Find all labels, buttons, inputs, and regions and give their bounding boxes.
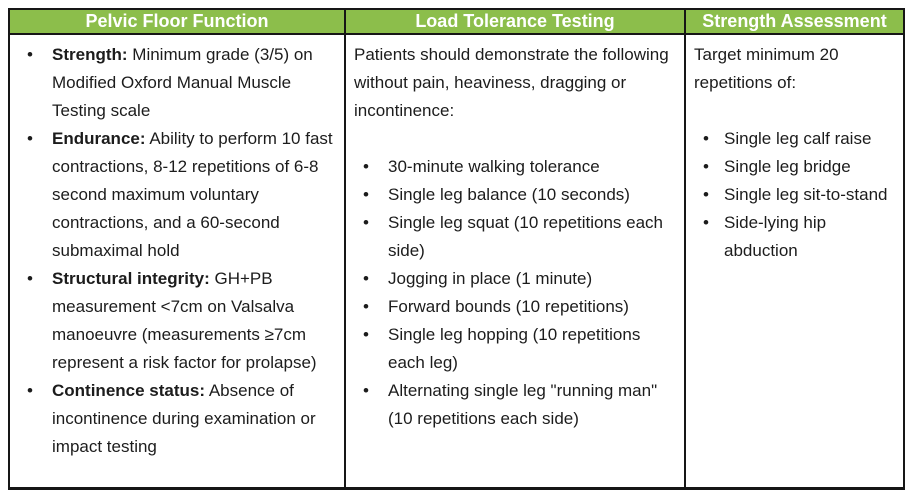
list-item: Jogging in place (1 minute)	[354, 265, 676, 293]
criterion-text: Ability to perform 10 fast contractions,…	[52, 129, 333, 260]
list-item: Single leg bridge	[694, 153, 895, 181]
list-item: Strength: Minimum grade (3/5) on Modifie…	[18, 41, 336, 125]
list-item: Single leg sit-to-stand	[694, 181, 895, 209]
load-tolerance-list: 30-minute walking tolerance Single leg b…	[354, 153, 676, 433]
list-item: Side-lying hip abduction	[694, 209, 895, 265]
criterion-text: Minimum grade (3/5) on Modified Oxford M…	[52, 45, 313, 120]
list-item: Single leg hopping (10 repetitions each …	[354, 321, 676, 377]
criterion-text: GH+PB measurement <7cm on Valsalva manoe…	[52, 269, 317, 372]
load-tolerance-testing-cell: Patients should demonstrate the followin…	[346, 35, 686, 487]
strength-assessment-intro: Target minimum 20 repetitions of:	[694, 45, 839, 92]
list-item: Endurance: Ability to perform 10 fast co…	[18, 125, 336, 265]
criterion-label: Endurance:	[52, 129, 146, 148]
pelvic-floor-function-cell: Strength: Minimum grade (3/5) on Modifie…	[10, 35, 346, 487]
column-header-pelvic-floor-function: Pelvic Floor Function	[10, 10, 346, 35]
column-header-load-tolerance-testing: Load Tolerance Testing	[346, 10, 686, 35]
column-header-strength-assessment: Strength Assessment	[686, 10, 903, 35]
list-item: Alternating single leg "running man" (10…	[354, 377, 676, 433]
list-item: Forward bounds (10 repetitions)	[354, 293, 676, 321]
strength-assessment-list: Single leg calf raise Single leg bridge …	[694, 125, 895, 265]
list-item: Continence status: Absence of incontinen…	[18, 377, 336, 461]
list-item: Single leg calf raise	[694, 125, 895, 153]
list-item: Single leg squat (10 repetitions each si…	[354, 209, 676, 265]
criterion-label: Continence status:	[52, 381, 206, 400]
load-tolerance-intro: Patients should demonstrate the followin…	[354, 45, 669, 120]
criterion-label: Structural integrity:	[52, 269, 210, 288]
strength-assessment-cell: Target minimum 20 repetitions of: Single…	[686, 35, 903, 487]
pelvic-floor-criteria-list: Strength: Minimum grade (3/5) on Modifie…	[18, 41, 336, 461]
criterion-text: Absence of incontinence during examinati…	[52, 381, 316, 456]
list-item: Structural integrity: GH+PB measurement …	[18, 265, 336, 377]
list-item: Single leg balance (10 seconds)	[354, 181, 676, 209]
list-item: 30-minute walking tolerance	[354, 153, 676, 181]
criterion-label: Strength:	[52, 45, 128, 64]
assessment-criteria-table: Pelvic Floor Function Load Tolerance Tes…	[8, 8, 905, 490]
